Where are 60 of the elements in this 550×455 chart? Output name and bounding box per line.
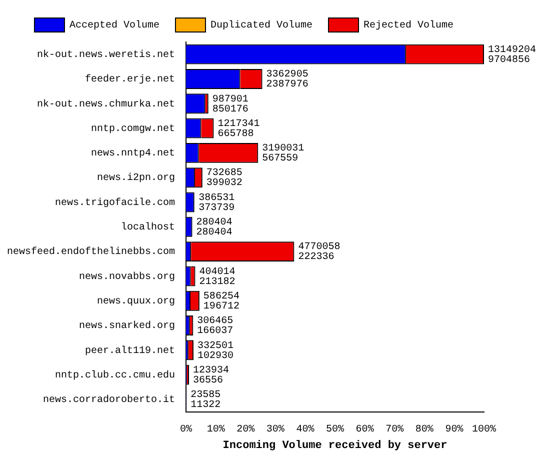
annotation: 222336 (298, 252, 334, 264)
annotation: 850176 (212, 104, 248, 116)
y-tick-label: news.snarked.org (79, 320, 176, 332)
x-axis-title: Incoming Volume received by server (222, 440, 448, 452)
annotation: 23585 (190, 390, 221, 402)
annotation: 36556 (193, 375, 224, 386)
annotation: 332501 (197, 340, 234, 352)
x-tick-label: 30% (266, 424, 284, 436)
x-tick-label: 100% (472, 424, 496, 436)
annotation: 2387976 (266, 80, 308, 91)
x-tick-label: 40% (296, 424, 314, 436)
annotation: 13149204 (488, 44, 536, 56)
y-tick-label: news.quux.org (97, 296, 176, 308)
annotation: 280404 (196, 228, 232, 239)
x-tick-label: 60% (356, 424, 374, 436)
y-tick-label: news.trigofacile.com (54, 196, 176, 209)
y-tick-label: news.novabbs.org (79, 270, 176, 283)
annotation: 732685 (206, 168, 242, 180)
annotation: 3362905 (266, 70, 308, 81)
annotation: 102930 (197, 350, 234, 362)
y-tick-label: nntp.club.cc.cmu.edu (54, 369, 176, 382)
x-tick-label: 80% (415, 424, 434, 436)
y-tick-label: newsfeed.endofthelinebbs.com (6, 246, 176, 258)
y-tick-label: localhost (121, 222, 176, 234)
annotation: 280404 (196, 218, 232, 229)
x-tick-label: 50% (326, 424, 344, 436)
y-tick-label: news.i2pn.org (97, 172, 176, 184)
annotation: 586254 (203, 292, 240, 302)
annotation: 665788 (218, 128, 254, 140)
annotation: 3190031 (262, 144, 304, 155)
annotation: 213182 (199, 276, 236, 288)
y-tick-label: news.nntp4.net (91, 148, 176, 160)
y-tick-label: peer.alt119.net (85, 344, 176, 357)
x-tick-label: 90% (445, 424, 464, 436)
y-tick-label: nntp.comgw.net (91, 124, 176, 135)
x-tick-label: 70% (386, 424, 404, 436)
y-tick-label: news.corradoroberto.it (42, 394, 176, 406)
annotation: 123934 (193, 365, 230, 376)
x-tick-label: 10% (206, 424, 225, 436)
legend-label: Accepted Volume (69, 20, 160, 32)
annotation: 567559 (262, 154, 298, 165)
annotation: 1217341 (218, 118, 260, 130)
annotation: 987901 (212, 94, 248, 106)
y-tick-label: nk-out.news.chmurka.net (36, 98, 176, 110)
annotation: 9704856 (488, 54, 530, 66)
annotation: 386531 (198, 192, 235, 204)
y-tick-label: feeder.erje.net (85, 74, 176, 86)
annotation: 306465 (197, 316, 234, 328)
legend-label: Rejected Volume (364, 20, 454, 32)
annotation: 373739 (198, 202, 235, 214)
annotation: 196712 (203, 302, 240, 312)
annotation: 166037 (197, 326, 234, 338)
annotation: 404014 (199, 266, 236, 278)
annotation: 11322 (190, 400, 221, 412)
legend-label: Duplicated Volume (210, 20, 313, 32)
x-tick-label: 0% (180, 424, 192, 436)
annotation: 399032 (206, 178, 242, 190)
y-tick-label: nk-out.news.weretis.net (36, 48, 176, 61)
annotation: 4770058 (298, 242, 340, 254)
x-tick-label: 20% (236, 424, 255, 436)
